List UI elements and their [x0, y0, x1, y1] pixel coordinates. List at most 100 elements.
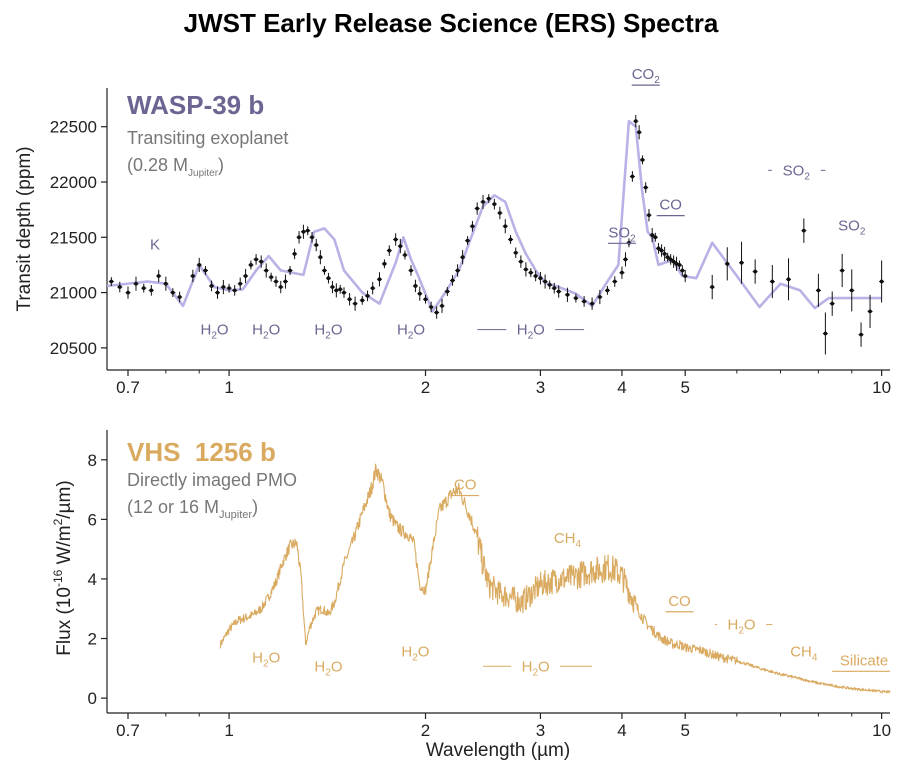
data-marker	[393, 237, 398, 242]
wasp39b-data-point	[402, 250, 408, 260]
data-marker	[612, 279, 617, 284]
data-marker	[533, 274, 538, 278]
wasp39b-data-point	[381, 259, 387, 269]
label-tail: O	[744, 617, 756, 634]
label-tail: O	[217, 322, 229, 339]
molecule-label: SO2	[608, 224, 636, 244]
data-marker	[297, 235, 301, 240]
wasp39b-data-point	[460, 250, 466, 265]
wasp39b-data-point	[450, 275, 456, 286]
data-marker	[518, 259, 523, 264]
molecule-label: SO2	[838, 218, 866, 238]
wasp39b-data-point	[321, 266, 327, 275]
bottom-xtick-label: 1	[224, 721, 233, 740]
label-sub: 2	[408, 331, 414, 342]
data-marker	[283, 279, 288, 284]
molecule-label: CH4	[790, 643, 818, 663]
wasp39b-data-point	[668, 254, 674, 265]
data-marker	[203, 268, 208, 273]
label-main: CO	[668, 593, 691, 610]
label-main: SO	[838, 218, 860, 235]
data-marker	[163, 281, 168, 286]
data-marker	[403, 253, 407, 257]
label-main: H	[201, 322, 212, 339]
data-marker	[786, 277, 791, 282]
wasp39b-data-point	[156, 269, 162, 283]
data-marker	[590, 301, 594, 306]
top-co2-label: CO2	[632, 66, 661, 86]
molecule-label: H2O	[522, 658, 550, 678]
data-marker	[232, 288, 237, 293]
data-marker	[859, 332, 863, 337]
data-marker	[623, 257, 628, 262]
top-h2o-4-label: H2O	[397, 322, 425, 342]
data-marker	[513, 250, 518, 255]
wasp39b-data-point	[309, 231, 315, 243]
data-marker	[259, 259, 264, 264]
wasp39b-data-point	[662, 246, 668, 261]
bottom-xtick-label: 4	[617, 721, 626, 740]
top-ytick-label: 22500	[50, 118, 97, 137]
wasp39b-data-point	[300, 224, 306, 239]
bottom-ch4-b2-label: CH4	[790, 643, 818, 663]
data-marker	[556, 289, 561, 294]
molecule-label: CO	[659, 197, 682, 214]
molecule-label: H2O	[252, 649, 280, 669]
wasp39b-data-point	[622, 252, 628, 267]
wasp39b-data-point	[679, 265, 685, 276]
label-sub: 2	[804, 171, 810, 182]
data-marker	[450, 278, 455, 283]
wasp39b-data-point	[370, 281, 376, 295]
top-xtick-label: 4	[617, 378, 626, 397]
top-ytick-label: 21000	[50, 284, 97, 303]
wasp39b-data-point	[513, 247, 519, 259]
data-marker	[440, 303, 444, 308]
data-marker	[417, 291, 422, 296]
data-marker	[305, 228, 310, 233]
top-ytick-label: 20500	[50, 339, 97, 358]
data-marker	[653, 235, 658, 240]
wasp39b-data-point	[397, 239, 403, 254]
wasp39b-data-point	[232, 285, 238, 296]
data-marker	[630, 174, 635, 179]
molecule-label: CO	[668, 593, 691, 610]
label-main: H	[517, 322, 528, 339]
data-marker	[725, 261, 730, 266]
label-sub: 2	[630, 233, 636, 244]
label-tail: O	[269, 649, 281, 666]
wasp39b-data-point	[163, 276, 169, 291]
data-marker	[770, 279, 775, 284]
molecule-label: Silicate	[840, 652, 888, 669]
wasp39b-data-point	[117, 281, 123, 293]
label-main: H	[252, 649, 263, 666]
wasp39b-data-point	[313, 238, 319, 252]
data-marker	[274, 279, 278, 284]
data-marker	[310, 235, 314, 240]
label-sub: 2	[263, 658, 269, 669]
data-marker	[264, 268, 269, 273]
wasp39b-data-point	[709, 274, 715, 300]
bottom-ytick-label: 4	[88, 570, 97, 589]
bottom-h2o-b5-label: H2O	[714, 617, 773, 637]
data-marker	[460, 255, 465, 260]
label-tail: O	[538, 658, 550, 675]
molecule-label: SO2	[783, 162, 811, 182]
wasp39b-data-point	[287, 266, 293, 275]
label-sub: 2	[528, 331, 534, 342]
wasp39b-data-point	[508, 235, 514, 244]
data-marker	[677, 263, 682, 267]
wasp39b-data-point	[633, 114, 639, 128]
wasp39b-data-point	[474, 202, 480, 215]
wasp39b-data-point	[604, 285, 610, 295]
bottom-ytick-label: 2	[88, 630, 97, 649]
label-sub: 2	[211, 331, 217, 342]
wasp-description: Transiting exoplanet	[127, 128, 288, 148]
data-marker	[710, 285, 715, 289]
data-marker	[370, 286, 375, 291]
wasp39b-data-point	[676, 260, 682, 270]
wasp39b-data-point	[829, 291, 835, 316]
label-main: CH	[554, 530, 576, 547]
data-marker	[269, 275, 274, 280]
data-marker	[387, 248, 392, 253]
